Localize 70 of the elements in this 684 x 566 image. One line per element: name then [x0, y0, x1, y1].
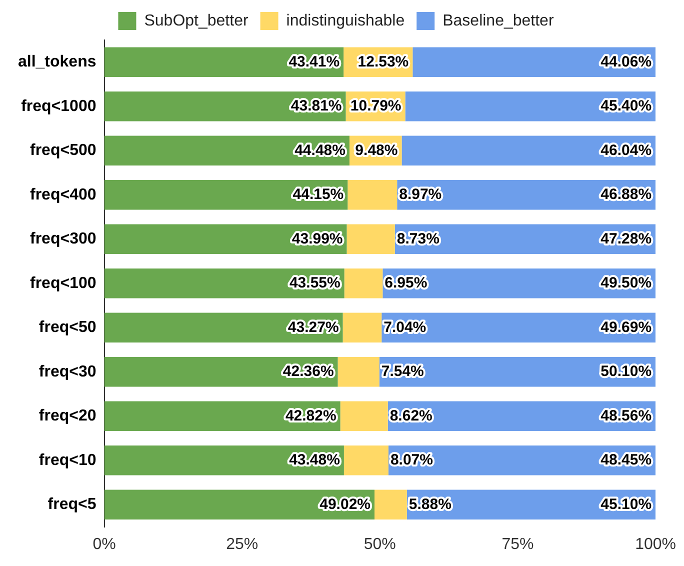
bar	[104, 357, 338, 387]
data-label: 47.28%	[600, 230, 652, 248]
y-tick-label: freq<10	[38, 452, 96, 469]
bar	[340, 401, 388, 432]
legend-label: indistinguishable	[286, 12, 405, 30]
x-tick-label: 100%	[635, 536, 676, 553]
data-label: 43.81%	[290, 98, 342, 115]
data-label: 48.56%	[600, 407, 652, 424]
bar	[338, 357, 380, 387]
bar	[374, 490, 407, 520]
x-tick-label: 50%	[364, 536, 396, 553]
data-label: 7.04%	[384, 318, 426, 336]
data-label: 44.15%	[292, 186, 344, 204]
x-tick-label: 75%	[502, 536, 534, 553]
data-label: 46.88%	[600, 186, 652, 204]
y-tick-label: freq<50	[38, 319, 96, 336]
bar	[104, 490, 374, 520]
data-label: 50.10%	[600, 363, 652, 380]
data-label: 49.50%	[600, 274, 652, 292]
legend-label: Baseline_better	[442, 12, 554, 30]
bar	[346, 224, 395, 254]
data-label: 10.79%	[350, 98, 402, 115]
data-label: 45.40%	[600, 98, 652, 115]
x-tick-label: 0%	[92, 536, 116, 553]
data-label: 45.10%	[600, 496, 652, 513]
data-label: 46.04%	[600, 142, 652, 159]
data-label: 44.48%	[294, 142, 346, 159]
data-label: 43.27%	[288, 318, 339, 336]
bar	[104, 136, 350, 166]
data-label: 7.54%	[381, 363, 424, 380]
data-label: 43.99%	[292, 230, 343, 248]
y-tick-label: freq<400	[30, 186, 96, 204]
data-label: 48.45%	[600, 452, 652, 469]
bar	[348, 180, 398, 210]
data-label: 8.97%	[399, 186, 442, 204]
bar	[104, 92, 346, 122]
data-label: 43.48%	[289, 452, 340, 469]
data-label: 12.53%	[358, 53, 409, 70]
bar	[405, 92, 656, 122]
data-label: 8.73%	[396, 230, 440, 248]
legend-label: SubOpt_better	[144, 12, 249, 30]
data-label: 49.02%	[320, 496, 370, 513]
data-label: 43.55%	[289, 274, 340, 292]
bar	[344, 268, 383, 298]
data-label: 42.82%	[285, 407, 336, 424]
data-label: 49.69%	[600, 318, 652, 336]
data-label: 43.41%	[288, 53, 340, 70]
bar	[104, 446, 344, 476]
y-tick-label: freq<300	[30, 230, 96, 248]
y-tick-label: freq<20	[38, 408, 96, 425]
y-tick-label: freq<30	[38, 363, 96, 380]
bar	[104, 268, 344, 298]
data-label: 44.06%	[600, 53, 652, 70]
data-label: 8.07%	[390, 452, 433, 469]
y-tick-label: freq<100	[30, 274, 96, 292]
y-tick-label: freq<1000	[21, 98, 96, 115]
data-label: 8.62%	[390, 407, 432, 424]
y-tick-label: freq<500	[30, 142, 96, 160]
x-tick-label: 25%	[226, 536, 258, 553]
bar	[104, 180, 348, 210]
bar	[402, 136, 656, 166]
data-label: 5.88%	[408, 496, 452, 513]
y-tick-label: freq<5	[48, 496, 96, 514]
y-tick-label: all_tokens	[18, 54, 96, 71]
bar	[412, 47, 656, 77]
data-label: 6.95%	[384, 274, 428, 292]
bar	[344, 446, 388, 476]
data-label: 9.48%	[355, 142, 398, 159]
bar	[342, 312, 382, 343]
data-label: 42.36%	[282, 363, 334, 380]
